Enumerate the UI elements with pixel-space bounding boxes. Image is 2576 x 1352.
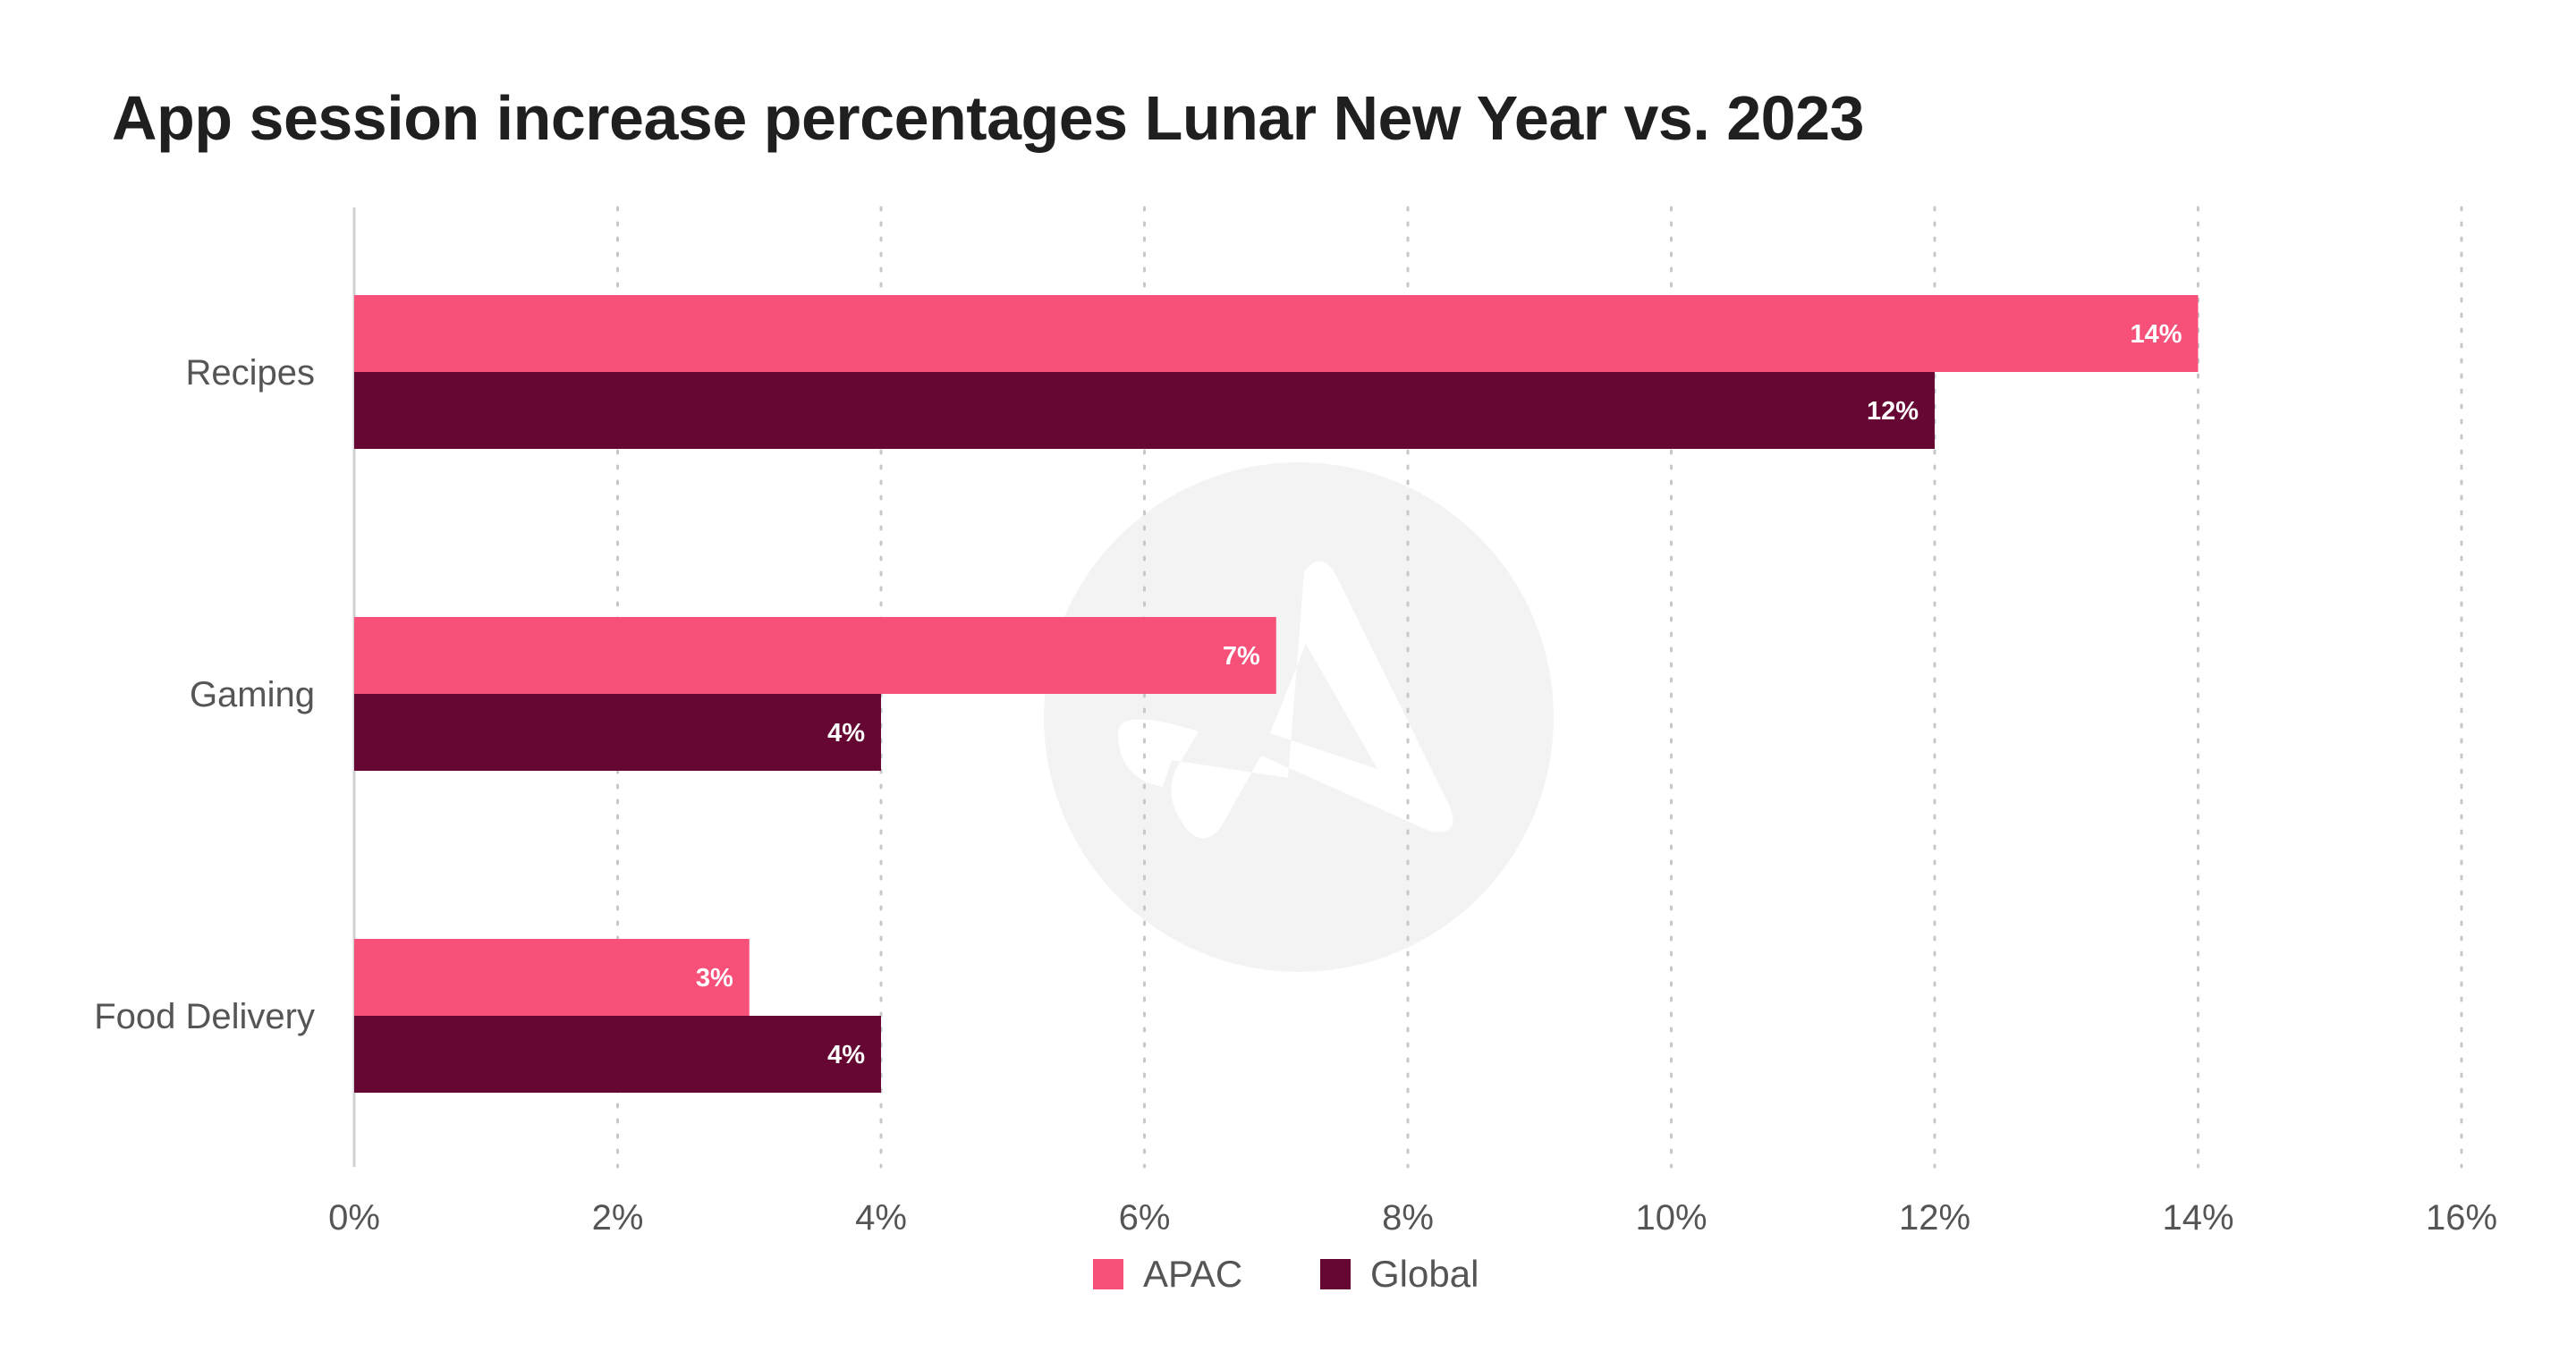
bar-apac-recipes bbox=[354, 295, 2199, 372]
category-label: Recipes bbox=[185, 353, 315, 393]
category-label: Food Delivery bbox=[94, 997, 315, 1036]
x-tick-label: 0% bbox=[328, 1198, 380, 1238]
data-label: 4% bbox=[827, 1041, 865, 1069]
data-label: 12% bbox=[1867, 397, 1919, 426]
legend-label: Global bbox=[1370, 1253, 1479, 1295]
data-labels: 14% 12% 7% 4% 3% 4% bbox=[696, 320, 2182, 1069]
legend-swatch bbox=[1093, 1259, 1123, 1289]
x-tick-label: 10% bbox=[1635, 1198, 1707, 1238]
x-tick-label: 16% bbox=[2426, 1198, 2497, 1238]
x-tick-label: 4% bbox=[855, 1198, 907, 1238]
chart-title: App session increase percentages Lunar N… bbox=[112, 83, 1864, 153]
x-tick-label: 6% bbox=[1119, 1198, 1171, 1238]
x-tick-label: 14% bbox=[2162, 1198, 2233, 1238]
bar-global-food-delivery bbox=[354, 1016, 881, 1093]
watermark-circle bbox=[1044, 462, 1554, 972]
data-label: 14% bbox=[2130, 320, 2182, 349]
legend-label: APAC bbox=[1143, 1253, 1242, 1295]
x-tick-label: 12% bbox=[1899, 1198, 1970, 1238]
category-label: Gaming bbox=[190, 675, 315, 714]
legend-swatch bbox=[1320, 1259, 1351, 1289]
legend: APAC Global bbox=[1093, 1253, 1479, 1295]
category-labels: Recipes Gaming Food Delivery bbox=[94, 353, 315, 1036]
bar-global-recipes bbox=[354, 372, 1935, 449]
logo-watermark-icon bbox=[1044, 462, 1554, 972]
data-label: 3% bbox=[696, 964, 733, 993]
data-label: 7% bbox=[1223, 642, 1260, 671]
bar-global-gaming bbox=[354, 694, 881, 771]
data-label: 4% bbox=[827, 719, 865, 748]
bar-apac-gaming bbox=[354, 617, 1276, 694]
x-axis-ticks: 0% 2% 4% 6% 8% 10% 12% 14% 16% bbox=[328, 1198, 2497, 1238]
bar-apac-food-delivery bbox=[354, 939, 750, 1016]
bars bbox=[354, 295, 2199, 1093]
x-tick-label: 2% bbox=[592, 1198, 644, 1238]
x-tick-label: 8% bbox=[1382, 1198, 1434, 1238]
watermark-glyph bbox=[1118, 561, 1453, 839]
